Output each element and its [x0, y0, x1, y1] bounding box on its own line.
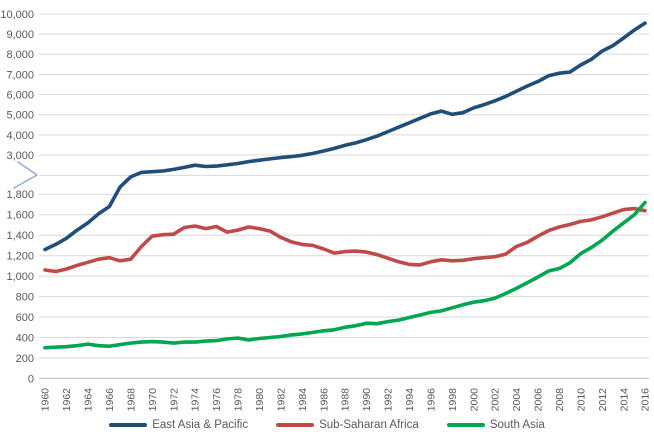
series-line-south-asia[interactable]: [43, 200, 647, 350]
x-tick-label: 1984: [297, 388, 309, 412]
x-tick-label: 1970: [147, 388, 159, 412]
y-tick-label: 400: [16, 332, 34, 344]
x-tick-label: 1960: [40, 388, 52, 412]
y-axis-labels: 10,000 9,000 8,000 7,000 6,000 5,000 4,000 3,00…: [0, 9, 34, 385]
x-tick-label: 1962: [61, 388, 73, 412]
y-tick-label: 3,000: [6, 150, 34, 162]
x-tick-label: 1996: [425, 388, 437, 412]
x-tick-label: 1988: [340, 388, 352, 412]
x-tick-label: 1990: [361, 388, 373, 412]
y-tick-label: 1,000: [6, 271, 34, 283]
x-tick-label: 1982: [275, 388, 287, 412]
x-tick-label: 2014: [618, 388, 630, 412]
x-tick-label: 2012: [597, 388, 609, 412]
y-tick-label: 10,000: [0, 9, 34, 21]
x-tick-label: 2004: [511, 388, 523, 412]
x-tick-label: 2000: [468, 388, 480, 412]
x-tick-label: 2006: [533, 388, 545, 412]
y-tick-label: 9,000: [6, 29, 34, 41]
x-tick-label: 1980: [254, 388, 266, 412]
legend-line-swatch-south-asia: [446, 422, 485, 427]
y-tick-label: 1,800: [6, 189, 34, 201]
x-tick-label: 1992: [383, 388, 395, 412]
gridlines: [39, 13, 649, 379]
chart-canvas: 10,000 9,000 8,000 7,000 6,000 5,000 4,000 3,00…: [0, 9, 652, 412]
y-tick-label: 1,600: [6, 210, 34, 222]
y-tick-label: 6,000: [6, 89, 34, 101]
y-tick-label: 0: [28, 373, 34, 385]
chart-legend: East Asia & Pacific Sub-Saharan Africa S…: [0, 412, 654, 437]
y-tick-label: 1,200: [6, 251, 34, 263]
x-tick-label: 1994: [404, 388, 416, 412]
legend-line-swatch-east-asia-pacific: [109, 422, 148, 427]
x-tick-label: 1976: [211, 388, 223, 412]
y-tick-label: 4,000: [6, 130, 34, 142]
x-tick-label: 2016: [640, 388, 652, 412]
x-tick-label: 1986: [318, 388, 330, 412]
x-tick-label: 2002: [490, 388, 502, 412]
y-tick-label: 600: [16, 312, 34, 324]
series-line-sub-saharan-africa[interactable]: [43, 206, 647, 274]
x-tick-label: 2010: [575, 388, 587, 412]
y-tick-label: 800: [16, 291, 34, 303]
legend-item-sub-saharan-africa[interactable]: Sub-Saharan Africa: [276, 419, 419, 431]
legend-item-south-asia[interactable]: South Asia: [446, 418, 545, 431]
series-line-east-asia-pacific[interactable]: [43, 21, 647, 252]
x-tick-label: 1964: [83, 388, 95, 412]
y-tick-label: 5,000: [6, 110, 34, 122]
legend-label-south-asia: South Asia: [489, 418, 545, 431]
axis-break-icon: [13, 161, 38, 189]
legend-line-swatch-sub-saharan-africa: [276, 422, 315, 427]
x-tick-label: 1978: [233, 388, 245, 412]
x-axis-labels: 1960 1962 1964 1966 1968 1970 1972 1974 1976 1978…: [40, 388, 652, 412]
y-tick-label: 7,000: [6, 69, 34, 81]
series-lines: [43, 21, 647, 350]
legend-label-sub-saharan-africa: Sub-Saharan Africa: [319, 418, 419, 431]
x-tick-label: 1998: [447, 388, 459, 412]
legend-item-east-asia-pacific[interactable]: East Asia & Pacific: [109, 419, 248, 431]
x-tick-label: 1974: [190, 388, 202, 412]
y-tick-label: 8,000: [6, 49, 34, 61]
x-tick-label: 1966: [104, 388, 116, 412]
y-tick-label: 200: [16, 353, 34, 365]
x-tick-label: 1972: [168, 388, 180, 412]
y-tick-label: 1,400: [6, 230, 34, 242]
legend-label-east-asia-pacific: East Asia & Pacific: [152, 418, 249, 431]
x-tick-label: 2008: [554, 388, 566, 412]
x-tick-label: 1968: [125, 388, 137, 412]
